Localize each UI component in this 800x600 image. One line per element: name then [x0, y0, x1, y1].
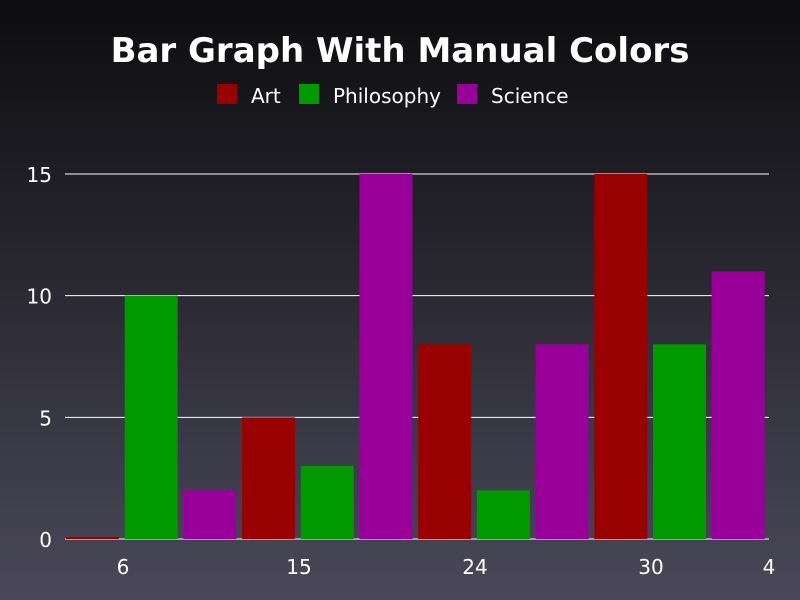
bar-philosophy-1	[124, 295, 178, 539]
y-axis-ticks: 0 5 10 15	[27, 163, 52, 552]
bar-science-4	[711, 271, 765, 539]
legend-item-science: Science	[457, 84, 569, 108]
legend-label: Philosophy	[333, 84, 441, 108]
x-tick-label: 30	[638, 555, 663, 579]
bar-art-4	[594, 174, 648, 539]
legend-label: Science	[491, 84, 569, 108]
bars	[66, 174, 765, 539]
x-tick-label: 6	[117, 555, 130, 579]
bar-art-3	[418, 344, 472, 539]
y-tick-label: 10	[27, 285, 52, 309]
bar-science-1	[183, 490, 237, 539]
x-tick-label: 15	[286, 555, 311, 579]
y-tick-label: 0	[39, 528, 52, 552]
chart-title: Bar Graph With Manual Colors	[111, 31, 690, 71]
legend-item-philosophy: Philosophy	[299, 84, 441, 108]
x-axis-ticks: 6 15 24 30 4	[117, 555, 776, 579]
y-tick-label: 15	[27, 163, 52, 187]
x-tick-label: 4	[763, 555, 776, 579]
bar-art-1	[66, 537, 119, 539]
bar-philosophy-2	[300, 466, 354, 539]
x-tick-label: 24	[462, 555, 487, 579]
bar-philosophy-4	[653, 344, 706, 539]
y-tick-label: 5	[39, 406, 52, 430]
legend-swatch	[457, 84, 477, 104]
bar-philosophy-3	[476, 490, 530, 539]
bar-science-3	[535, 344, 589, 539]
grid-lines	[65, 173, 769, 540]
legend-swatch	[299, 84, 319, 104]
legend-item-art: Art	[217, 84, 281, 108]
bar-science-2	[359, 174, 413, 539]
legend: Art Philosophy Science	[217, 84, 569, 108]
bar-art-2	[242, 417, 296, 539]
legend-label: Art	[251, 84, 281, 108]
legend-swatch	[217, 84, 237, 104]
